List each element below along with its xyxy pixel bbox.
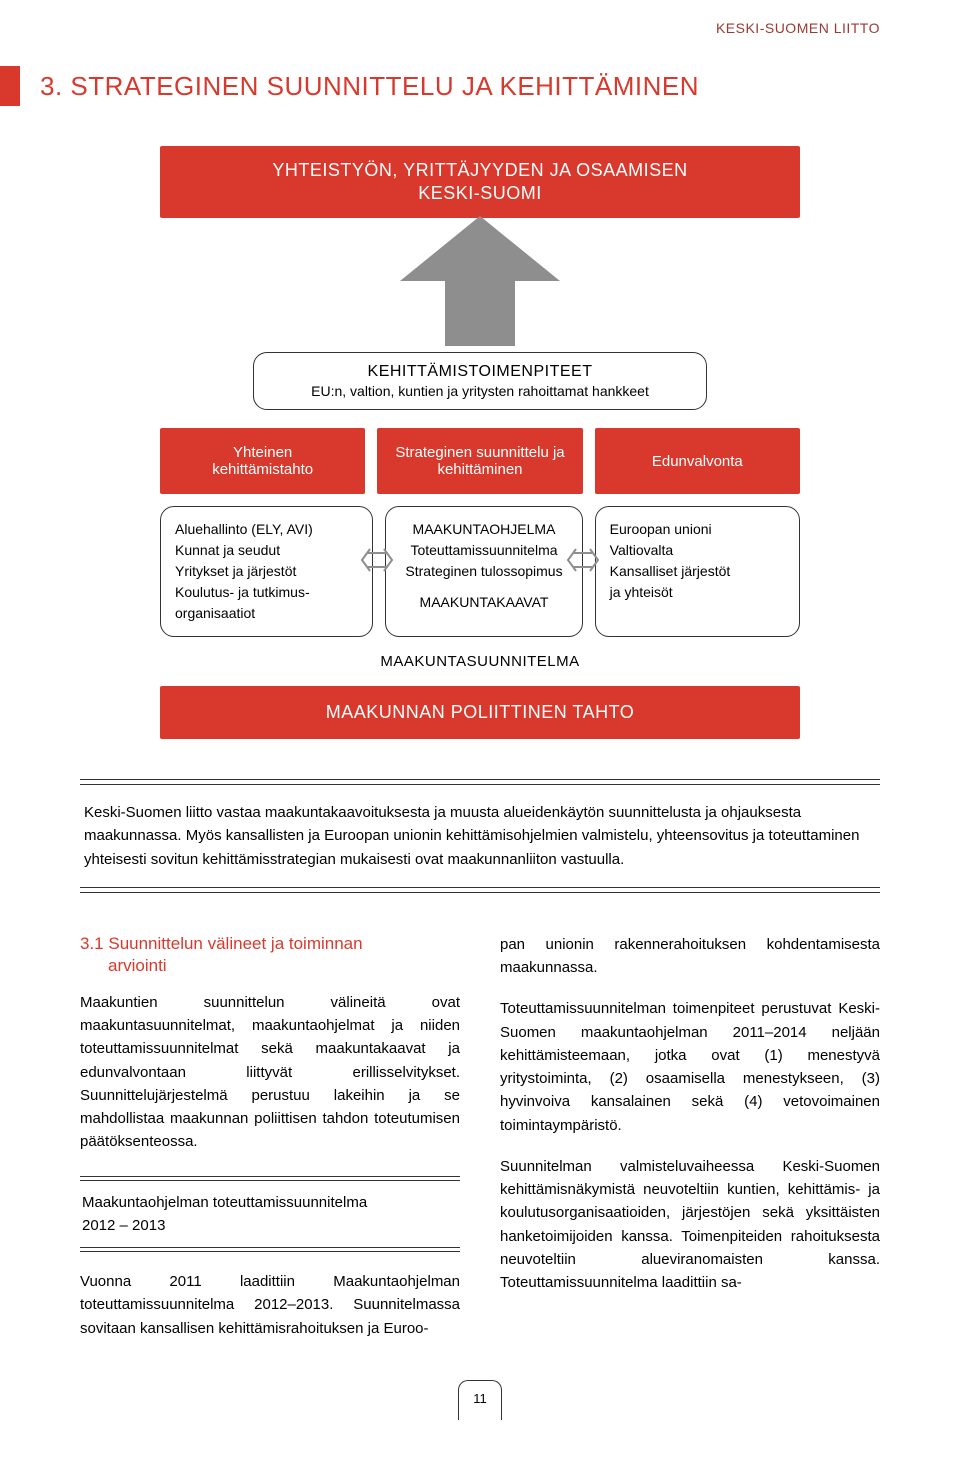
row3-cell-0: Yhteinen kehittämistahto [160,428,365,494]
up-arrow [160,216,800,346]
page-number-wrap: 11 [80,1380,880,1420]
intro-text: Keski-Suomen liitto vastaa maakuntakaavo… [80,784,880,888]
row3b-right-1: Valtiovalta [610,540,793,561]
row3-2-l1: Edunvalvonta [652,453,743,470]
spacer [500,1137,880,1155]
section-title-bar: 3. STRATEGINEN SUUNNITTELU JA KEHITTÄMIN… [0,66,880,106]
mid-l1: KEHITTÄMISTOIMENPITEET [270,363,690,381]
diagram-bottom-box: MAAKUNNAN POLIITTINEN TAHTO [160,686,800,739]
intro-box: Keski-Suomen liitto vastaa maakuntakaavo… [80,779,880,893]
plan-box-l2: 2012 – 2013 [82,1214,458,1237]
body-columns: 3.1 Suunnittelun välineet ja toiminnan a… [80,933,880,1340]
diagram-top-box: YHTEISTYÖN, YRITTÄJYYDEN JA OSAAMISEN KE… [160,146,800,218]
plan-box-inner: Maakuntaohjelman toteuttamissuunnitelma … [80,1180,460,1249]
spacer [392,582,575,592]
maakunta-line: MAAKUNTASUUNNITELMA [160,653,800,670]
row3-1-l1: Strateginen suunnittelu ja [395,444,564,461]
row3b-right: Euroopan unioni Valtiovalta Kansalliset … [595,506,800,637]
row3b-left-3: Koulutus- ja tutkimus- [175,582,358,603]
row3b-center: MAAKUNTAOHJELMA Toteuttamissuunnitelma S… [385,506,582,637]
left-column: 3.1 Suunnittelun välineet ja toiminnan a… [80,933,460,1340]
row3b-center-4: MAAKUNTAKAAVAT [392,592,575,613]
strategy-diagram: YHTEISTYÖN, YRITTÄJYYDEN JA OSAAMISEN KE… [160,146,800,739]
row3b-right-2: Kansalliset järjestöt [610,561,793,582]
plan-box-l1: Maakuntaohjelman toteuttamissuunnitelma [82,1191,458,1214]
row3b-center-1: Toteuttamissuunnitelma [392,540,575,561]
diagram-top-l1: YHTEISTYÖN, YRITTÄJYYDEN JA OSAAMISEN [170,160,790,181]
row3b-left: Aluehallinto (ELY, AVI) Kunnat ja seudut… [160,506,373,637]
diagram-mid-box: KEHITTÄMISTOIMENPITEET EU:n, valtion, ku… [253,352,707,410]
row3b-left-1: Kunnat ja seudut [175,540,358,561]
page-number: 11 [458,1380,502,1420]
row3-cell-1: Strateginen suunnittelu ja kehittäminen [377,428,582,494]
page: KESKI-SUOMEN LIITTO 3. STRATEGINEN SUUNN… [0,0,960,1460]
row3b-right-0: Euroopan unioni [610,519,793,540]
row3b-left-4: organisaatiot [175,603,358,624]
org-label: KESKI-SUOMEN LIITTO [80,0,880,46]
connector-right-icon [566,545,600,575]
row3-0-l1: Yhteinen [233,444,292,461]
section-title: 3. STRATEGINEN SUUNNITTELU JA KEHITTÄMIN… [40,71,699,102]
sub-h-l2: arviointi [80,955,460,977]
row3-0-l2: kehittämistahto [212,461,313,478]
sub-h-l1: 3.1 Suunnittelun välineet ja toiminnan [80,934,363,953]
diagram-row3: Yhteinen kehittämistahto Strateginen suu… [160,428,800,494]
row3b-center-0: MAAKUNTAOHJELMA [392,519,575,540]
row3b-center-2: Strateginen tulossopimus [392,561,575,582]
row3b-left-0: Aluehallinto (ELY, AVI) [175,519,358,540]
row3b-left-2: Yritykset ja järjestöt [175,561,358,582]
title-accent [0,66,20,106]
connector-left-icon [360,545,394,575]
row3b-right-3: ja yhteisöt [610,582,793,603]
row3-cell-2: Edunvalvonta [595,428,800,494]
subsection-heading: 3.1 Suunnittelun välineet ja toiminnan a… [80,933,460,977]
right-p3: Suunnitelman valmisteluvaiheessa Keski-S… [500,1155,880,1295]
diagram-row3b: Aluehallinto (ELY, AVI) Kunnat ja seudut… [160,506,800,637]
right-column: pan unionin rakennerahoituksen kohdentam… [500,933,880,1340]
left-p1: Maakuntien suunnittelun välineitä ovat m… [80,991,460,1154]
spacer [500,979,880,997]
left-p2: Vuonna 2011 laadittiin Maakuntaohjelman … [80,1270,460,1340]
row3-1-l2: kehittäminen [437,461,522,478]
plan-box: Maakuntaohjelman toteuttamissuunnitelma … [80,1176,460,1253]
right-p1: pan unionin rakennerahoituksen kohdentam… [500,933,880,980]
right-p2: Toteuttamissuunnitelman toimenpiteet per… [500,997,880,1137]
mid-l2: EU:n, valtion, kuntien ja yritysten raho… [270,383,690,399]
diagram-top-l2: KESKI-SUOMI [170,183,790,204]
